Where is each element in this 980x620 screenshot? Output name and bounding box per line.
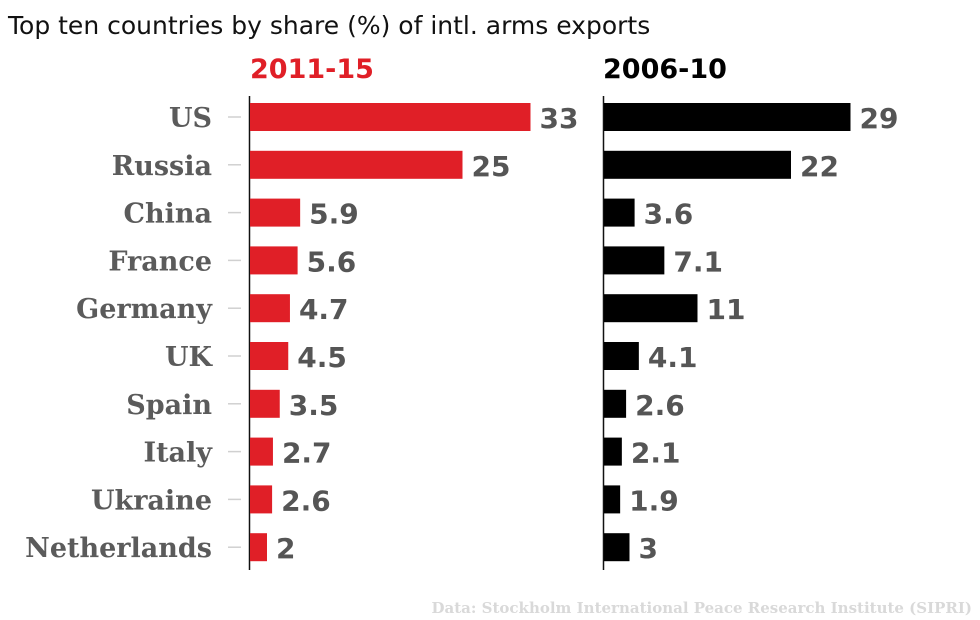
bars-2011-15 — [250, 103, 531, 562]
value-label-2006-10-uk: 4.1 — [648, 341, 698, 374]
country-label-ukraine: Ukraine — [91, 485, 212, 516]
country-labels: US Russia China France Germany UK Spain Italy Uk… — [25, 103, 213, 564]
value-label-2011-15-uk: 4.5 — [297, 341, 347, 374]
country-label-china: China — [123, 199, 212, 230]
bar-2011-15-germany — [250, 294, 290, 323]
bar-2006-10-france — [604, 246, 665, 275]
value-label-2006-10-us: 29 — [860, 102, 899, 135]
value-label-2011-15-russia: 25 — [472, 150, 511, 183]
value-label-2006-10-ukraine: 1.9 — [629, 484, 679, 517]
country-label-germany: Germany — [76, 294, 213, 325]
bar-2006-10-germany — [604, 294, 698, 323]
bar-2006-10-netherlands — [604, 533, 630, 562]
value-label-2011-15-france: 5.6 — [307, 245, 357, 278]
country-label-us: US — [169, 103, 212, 134]
bar-2011-15-france — [250, 246, 298, 275]
value-label-2011-15-spain: 3.5 — [289, 389, 339, 422]
country-label-netherlands: Netherlands — [25, 533, 212, 564]
value-label-2006-10-italy: 2.1 — [631, 437, 681, 470]
bar-2006-10-spain — [604, 389, 627, 418]
value-label-2006-10-china: 3.6 — [644, 198, 694, 231]
bar-2006-10-italy — [604, 437, 622, 466]
value-labels-2006-10: 29 22 3.6 7.1 11 4.1 2.6 2.1 1.9 3 — [629, 102, 898, 565]
axis-ticks — [228, 116, 241, 548]
value-label-2011-15-netherlands: 2 — [276, 532, 295, 565]
value-label-2006-10-spain: 2.6 — [635, 389, 685, 422]
source-note: Data: Stockholm International Peace Rese… — [432, 599, 972, 617]
value-label-2006-10-germany: 11 — [707, 293, 746, 326]
bar-2006-10-uk — [604, 342, 639, 370]
chart-title: Top ten countries by share (%) of intl. … — [7, 11, 650, 40]
value-label-2011-15-germany: 4.7 — [299, 293, 349, 326]
country-label-russia: Russia — [112, 151, 212, 182]
bar-2011-15-spain — [250, 389, 280, 418]
bar-2011-15-ukraine — [250, 485, 273, 514]
value-label-2006-10-russia: 22 — [800, 150, 839, 183]
value-label-2011-15-china: 5.9 — [309, 198, 359, 231]
bar-2011-15-uk — [250, 342, 289, 370]
bar-2006-10-us — [604, 103, 851, 131]
value-labels-2011-15: 33 25 5.9 5.6 4.7 4.5 3.5 2.7 2.6 2 — [276, 102, 578, 565]
bar-2011-15-us — [250, 103, 531, 131]
bar-2011-15-netherlands — [250, 533, 267, 562]
country-label-uk: UK — [165, 342, 214, 373]
panel-title-2006-10: 2006-10 — [603, 54, 727, 85]
value-label-2011-15-us: 33 — [540, 102, 579, 135]
country-label-spain: Spain — [126, 390, 212, 421]
bar-2011-15-russia — [250, 150, 463, 179]
bar-2006-10-russia — [604, 150, 791, 179]
value-label-2006-10-netherlands: 3 — [639, 532, 658, 565]
bar-2011-15-china — [250, 198, 301, 227]
bar-2011-15-italy — [250, 437, 273, 466]
bar-2006-10-ukraine — [604, 485, 621, 514]
value-label-2011-15-ukraine: 2.6 — [281, 484, 331, 517]
bars-2006-10 — [604, 103, 851, 562]
country-label-france: France — [108, 246, 212, 277]
value-label-2011-15-italy: 2.7 — [282, 437, 332, 470]
bar-2006-10-china — [604, 198, 635, 227]
panel-title-2011-15: 2011-15 — [250, 54, 374, 85]
country-label-italy: Italy — [143, 438, 213, 469]
value-label-2006-10-france: 7.1 — [673, 245, 723, 278]
